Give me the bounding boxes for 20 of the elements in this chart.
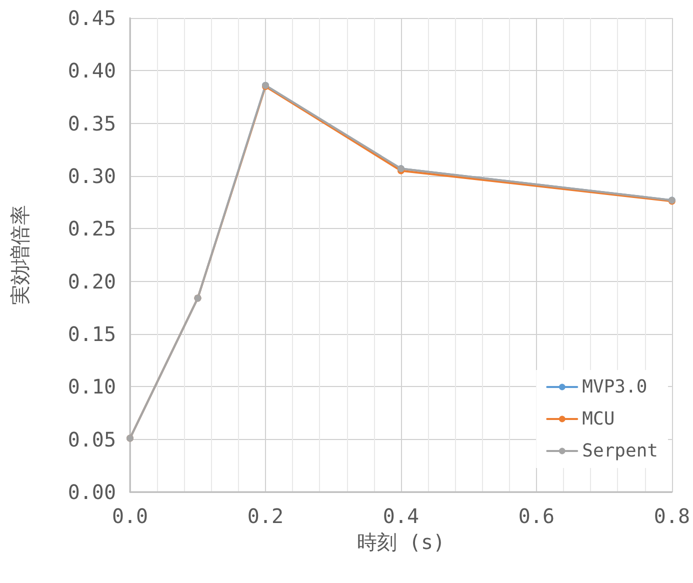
y-axis-title: 実効増倍率 xyxy=(8,205,32,305)
y-tick-label: 0.45 xyxy=(68,6,116,30)
y-tick-label: 0.25 xyxy=(68,216,116,241)
legend-label: MCU xyxy=(582,408,615,430)
y-tick-label: 0.05 xyxy=(68,427,116,452)
legend-label: MVP3.0 xyxy=(582,376,648,398)
y-tick-label: 0.30 xyxy=(68,164,116,188)
y-tick-label: 0.20 xyxy=(68,269,116,294)
y-tick-label: 0.10 xyxy=(68,374,116,399)
x-tick-label: 0.4 xyxy=(382,504,420,528)
x-tick-label: 0.6 xyxy=(518,504,555,528)
x-tick-label: 0.0 xyxy=(112,504,148,528)
legend-label: Serpent xyxy=(582,440,658,462)
y-tick-label: 0.15 xyxy=(68,322,116,346)
y-tick-label: 0.40 xyxy=(68,58,116,83)
y-tick-label: 0.00 xyxy=(68,480,116,504)
x-axis-title: 時刻 (s) xyxy=(356,530,446,554)
x-tick-label: 0.8 xyxy=(654,504,690,528)
x-tick-label: 0.2 xyxy=(247,504,284,528)
y-tick-label: 0.35 xyxy=(68,111,116,136)
